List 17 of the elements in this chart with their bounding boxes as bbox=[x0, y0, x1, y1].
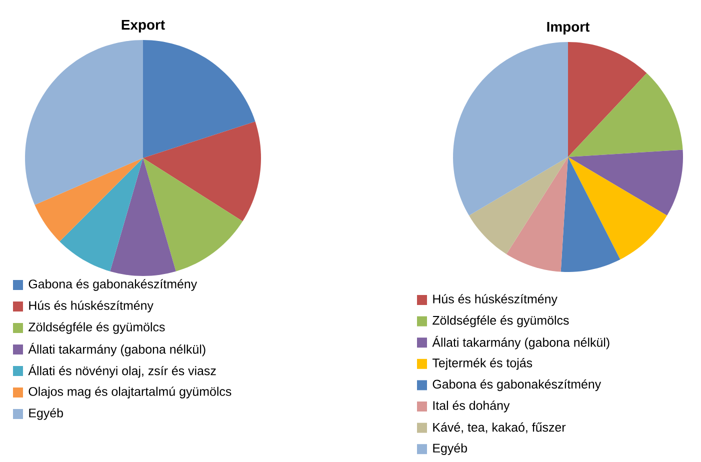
legend-label: Ital és dohány bbox=[433, 400, 510, 412]
legend-label: Gabona és gabonakészítmény bbox=[432, 379, 602, 392]
legend-label: Zöldségféle és gyümölcs bbox=[432, 315, 569, 328]
legend-label: Olajos mag és olajtartalmú gyümölcs bbox=[28, 386, 232, 398]
legend-label: Gabona és gabonakészítmény bbox=[28, 279, 198, 291]
legend-label: Hús és húskészítmény bbox=[29, 300, 154, 312]
legend-label: Állati takarmány (gabona nélkül) bbox=[432, 336, 610, 350]
legend-label: Zöldségféle és gyümölcs bbox=[28, 322, 165, 334]
chart-title: Export bbox=[122, 20, 165, 32]
legend-label: Kávé, tea, kakaó, fűszer bbox=[433, 422, 566, 434]
legend-label: Hús és húskészítmény bbox=[433, 294, 558, 306]
legend-label: Egyéb bbox=[29, 408, 63, 420]
legend-label: Tejtermék és tojás bbox=[432, 358, 532, 370]
legend-label: Állati és növényi olaj, zsír és viasz bbox=[28, 364, 216, 378]
legend-label: Egyéb bbox=[433, 443, 467, 455]
chart-title: Import bbox=[547, 22, 590, 34]
legend-label: Állati takarmány (gabona nélkül) bbox=[28, 342, 206, 356]
